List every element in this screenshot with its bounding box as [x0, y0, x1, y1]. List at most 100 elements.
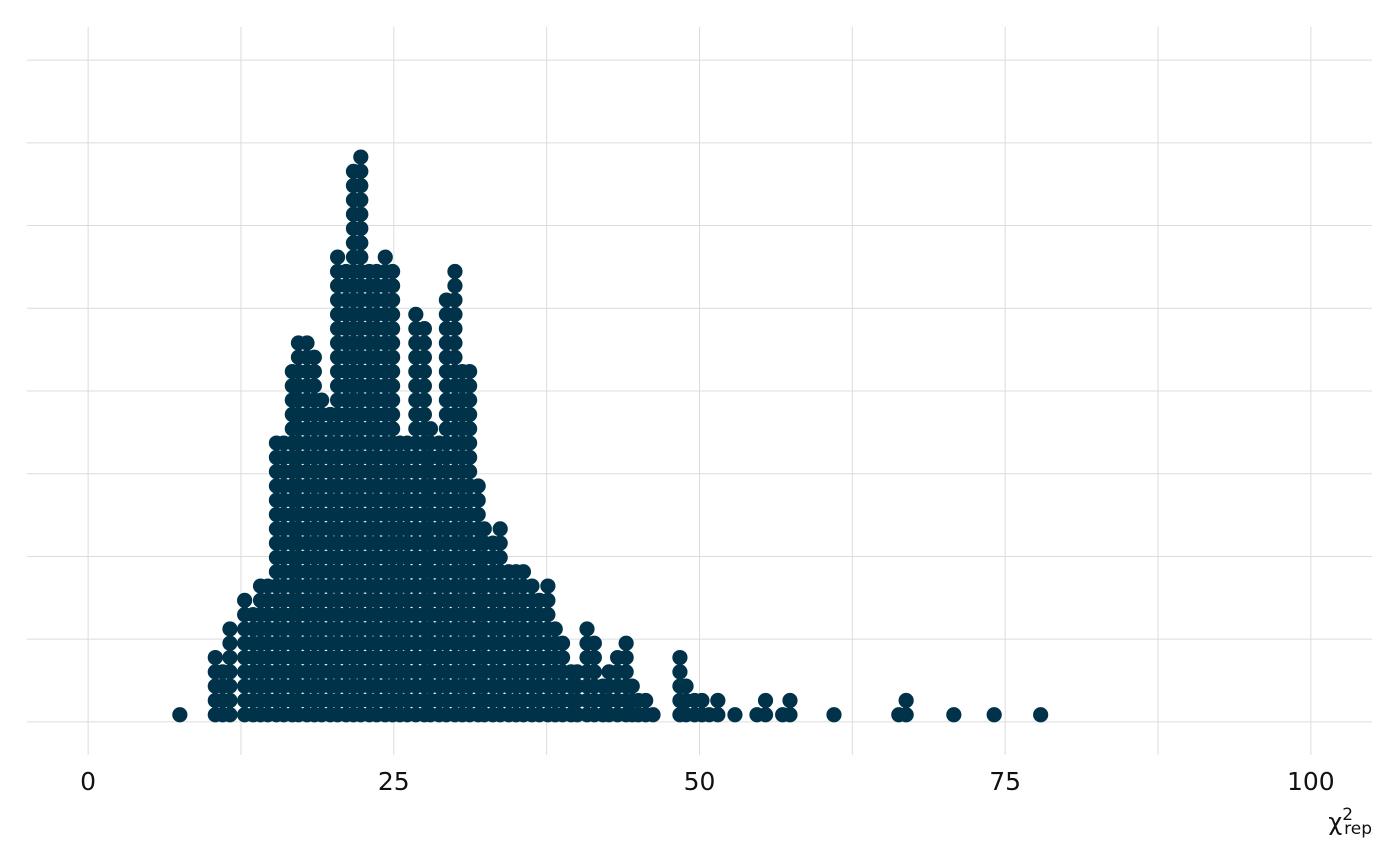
x-tick-label: 25	[378, 767, 410, 796]
dot	[946, 707, 962, 723]
dot	[237, 592, 253, 608]
dot	[462, 406, 478, 423]
dot	[353, 249, 369, 265]
dot	[645, 707, 661, 723]
dot	[462, 378, 478, 394]
dot	[757, 692, 774, 709]
dot	[207, 649, 223, 666]
dot	[447, 306, 463, 322]
dot	[462, 363, 478, 380]
dot	[384, 363, 401, 380]
dot	[416, 321, 432, 337]
x-tick-label: 50	[684, 767, 716, 796]
dot	[447, 292, 463, 308]
dot	[462, 464, 478, 480]
dot	[222, 678, 238, 694]
dot	[353, 192, 369, 208]
dot	[554, 635, 571, 651]
dot	[492, 535, 508, 551]
dot	[710, 692, 726, 709]
dot	[384, 406, 401, 423]
dot	[586, 664, 602, 680]
dot	[416, 392, 432, 408]
dot	[384, 278, 401, 294]
dot	[384, 349, 401, 365]
dot	[462, 392, 478, 408]
dot	[986, 707, 1002, 723]
dot	[447, 263, 463, 280]
dot	[547, 621, 563, 637]
dot	[492, 521, 508, 537]
dot	[782, 707, 798, 723]
dot	[618, 635, 634, 651]
dot	[384, 392, 401, 408]
dot	[172, 707, 188, 723]
dot	[384, 378, 401, 394]
dot	[353, 235, 369, 251]
dot	[384, 421, 401, 437]
dot	[299, 335, 315, 351]
dot	[470, 506, 486, 523]
dot	[353, 149, 369, 165]
dot	[384, 321, 401, 337]
dot	[678, 678, 694, 694]
dot	[579, 621, 595, 637]
dot	[898, 692, 914, 709]
dot	[306, 363, 322, 380]
dot	[524, 578, 540, 594]
dot	[353, 206, 369, 222]
dot	[694, 692, 710, 709]
dot	[222, 707, 238, 723]
dot	[492, 549, 508, 566]
x-tick-label: 75	[989, 767, 1021, 796]
dot	[554, 649, 571, 666]
dot	[782, 692, 798, 709]
dot	[416, 378, 432, 394]
dot	[898, 707, 914, 723]
dot	[306, 378, 322, 394]
dot	[540, 578, 556, 594]
dot	[416, 363, 432, 380]
dot	[353, 220, 369, 237]
dot	[222, 664, 238, 680]
dot	[377, 249, 393, 265]
dot	[515, 564, 532, 580]
dot	[1033, 707, 1049, 723]
dot	[462, 421, 478, 437]
dot	[222, 635, 238, 651]
dot	[447, 278, 463, 294]
dot	[384, 335, 401, 351]
dot	[624, 678, 640, 694]
dot	[422, 421, 439, 437]
dot	[672, 664, 688, 680]
dot	[540, 607, 556, 623]
dot	[672, 649, 688, 666]
dot	[329, 249, 346, 265]
x-label-base: χ	[1328, 808, 1342, 836]
x-axis-label: χ2 rep	[1328, 805, 1372, 839]
dot	[222, 621, 238, 637]
dot	[384, 306, 401, 322]
dot	[618, 649, 634, 666]
dot	[306, 349, 322, 365]
dot	[447, 349, 463, 365]
dot	[727, 707, 743, 723]
dot	[618, 664, 634, 680]
dot	[416, 335, 432, 351]
dot	[826, 707, 842, 723]
x-tick-label: 100	[1287, 767, 1335, 796]
dot	[462, 435, 478, 451]
dot	[314, 392, 330, 408]
dot	[353, 178, 369, 194]
dot	[384, 292, 401, 308]
dot	[447, 335, 463, 351]
dot	[757, 707, 774, 723]
dot	[710, 707, 726, 723]
dot	[222, 692, 238, 709]
dot	[476, 521, 492, 537]
dot	[353, 163, 369, 179]
dot	[447, 321, 463, 337]
dot	[222, 649, 238, 666]
dot	[470, 478, 486, 494]
